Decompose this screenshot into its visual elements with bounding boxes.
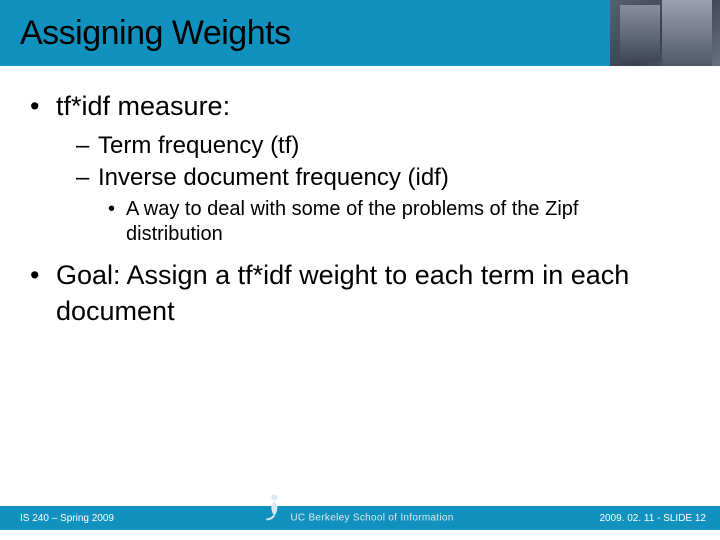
ischool-logo-icon (266, 499, 284, 517)
slide-title: Assigning Weights (0, 14, 291, 53)
footer-date-slide: 2009. 02. 11 - SLIDE 12 (599, 513, 706, 524)
bullet-mark: – (76, 130, 98, 161)
slide-footer: IS 240 – Spring 2009 UC Berkeley School … (0, 506, 720, 530)
bullet-text: Goal: Assign a tf*idf weight to each ter… (56, 257, 690, 330)
bullet-text: tf*idf measure: (56, 88, 230, 124)
footer-affiliation-text: UC Berkeley School of Information (290, 513, 453, 524)
bullet-level-2: – Inverse document frequency (idf) (76, 162, 690, 193)
bullet-text: A way to deal with some of the problems … (126, 197, 690, 247)
bullet-level-3: • A way to deal with some of the problem… (108, 197, 690, 247)
footer-affiliation: UC Berkeley School of Information (266, 513, 453, 524)
bullet-mark: – (76, 162, 98, 193)
bullet-text: Term frequency (tf) (98, 130, 299, 161)
bullet-level-1: • tf*idf measure: (30, 88, 690, 124)
bullet-mark: • (30, 257, 56, 330)
bullet-mark: • (108, 197, 126, 247)
slide-content: • tf*idf measure: – Term frequency (tf) … (0, 66, 720, 330)
bullet-text: Inverse document frequency (idf) (98, 162, 449, 193)
bullet-mark: • (30, 88, 56, 124)
slide-header: Assigning Weights (0, 0, 720, 66)
header-decorative-image (610, 0, 720, 66)
bullet-level-1: • Goal: Assign a tf*idf weight to each t… (30, 257, 690, 330)
bullet-level-2: – Term frequency (tf) (76, 130, 690, 161)
footer-course-label: IS 240 – Spring 2009 (20, 513, 114, 524)
